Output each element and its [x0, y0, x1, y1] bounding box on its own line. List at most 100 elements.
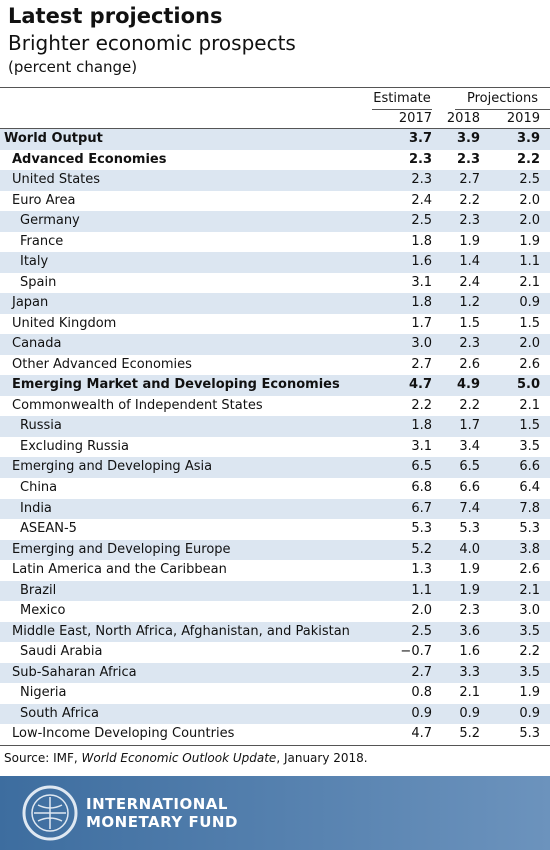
rule [0, 87, 550, 88]
cell-value: 2.1 [459, 685, 480, 701]
cell-value: 5.2 [459, 726, 480, 742]
cell-value: −0.7 [400, 644, 432, 660]
cell-value: 1.8 [411, 295, 432, 311]
cell-value: 2.6 [519, 562, 540, 578]
row-label: Germany [20, 213, 80, 229]
cell-value: 1.2 [459, 295, 480, 311]
cell-value: 3.7 [408, 131, 432, 146]
title: Latest projections [8, 4, 223, 28]
cell-value: 2.3 [459, 213, 480, 229]
cell-value: 2.0 [519, 213, 540, 229]
table-row: India 6.7 7.4 7.8 [0, 498, 550, 520]
table-row: Sub-Saharan Africa 2.7 3.3 3.5 [0, 662, 550, 684]
cell-value: 1.9 [459, 233, 480, 249]
table-row: Low-Income Developing Countries 4.7 5.2 5.3 [0, 724, 550, 745]
cell-value: 1.9 [459, 562, 480, 578]
row-label: China [20, 480, 58, 495]
cell-value: 2.2 [519, 644, 540, 660]
cell-value: 1.6 [459, 644, 480, 660]
cell-value: 1.1 [411, 582, 432, 598]
cell-value: 3.5 [519, 664, 540, 680]
cell-value: 2.3 [459, 336, 480, 352]
cell-value: 1.9 [519, 685, 540, 701]
cell-value: 3.0 [519, 603, 540, 619]
cell-value: 6.6 [459, 480, 480, 495]
row-label: Canada [12, 336, 62, 352]
table-row: Emerging and Developing Asia 6.5 6.5 6.6 [0, 457, 550, 478]
row-label: Excluding Russia [20, 438, 129, 454]
row-label: France [20, 233, 64, 249]
row-label: Nigeria [20, 685, 67, 701]
source-suffix: , January 2018. [276, 751, 368, 765]
row-label: Sub-Saharan Africa [12, 664, 137, 680]
cell-value: 2.2 [411, 397, 432, 413]
cell-value: 4.7 [411, 726, 432, 742]
cell-value: 3.6 [459, 623, 480, 639]
cell-value: 1.3 [411, 562, 432, 578]
table-row: France 1.8 1.9 1.9 [0, 232, 550, 253]
table-row: United Kingdom 1.7 1.5 1.5 [0, 314, 550, 335]
row-label: Emerging and Developing Asia [12, 459, 213, 475]
cell-value: 2.1 [519, 397, 540, 413]
org-name: MONETARY FUND [86, 813, 238, 831]
row-label: Latin America and the Caribbean [12, 562, 227, 578]
table-row: Spain 3.1 2.4 2.1 [0, 273, 550, 294]
cell-value: 1.4 [459, 254, 480, 270]
cell-value: 1.1 [519, 254, 540, 270]
table-row: Euro Area 2.4 2.2 2.0 [0, 191, 550, 212]
table-row: Middle East, North Africa, Afghanistan, … [0, 621, 550, 643]
cell-value: 1.8 [411, 233, 432, 249]
table-row: Commonwealth of Independent States 2.2 2.2… [0, 396, 550, 417]
cell-value: 2.7 [459, 172, 480, 188]
row-label: Emerging and Developing Europe [12, 541, 231, 557]
cell-value: 3.4 [459, 438, 480, 454]
table-row: Emerging and Developing Europe 5.2 4.0 3.8 [0, 539, 550, 561]
cell-value: 2.0 [411, 603, 432, 619]
imf-logo [22, 785, 78, 841]
cell-value: 2.3 [411, 172, 432, 188]
cell-value: 2.4 [411, 192, 432, 208]
cell-value: 2.5 [411, 623, 432, 639]
cell-value: 4.0 [459, 541, 480, 557]
row-label: India [20, 500, 52, 516]
row-label: United States [12, 172, 101, 188]
org-name: INTERNATIONAL [86, 795, 228, 813]
cell-value: 4.7 [408, 377, 432, 393]
cell-value: 5.3 [459, 521, 480, 537]
row-label: Other Advanced Economies [12, 356, 192, 372]
subtitle: Brighter economic prospects [8, 31, 296, 55]
row-label: United Kingdom [12, 315, 117, 331]
cell-value: 3.3 [459, 664, 480, 680]
cell-value: 3.9 [456, 131, 480, 146]
table-row: ASEAN-5 5.3 5.3 5.3 [0, 519, 550, 540]
cell-value: 0.9 [459, 705, 480, 721]
cell-value: 2.2 [459, 397, 480, 413]
cell-value: 5.3 [519, 726, 540, 742]
cell-value: 1.6 [411, 254, 432, 270]
cell-value: 2.5 [411, 213, 432, 229]
table-row: Excluding Russia 3.1 3.4 3.5 [0, 437, 550, 458]
table-row: Nigeria 0.8 2.1 1.9 [0, 683, 550, 704]
cell-value: 5.3 [519, 521, 540, 537]
cell-value: 2.2 [516, 151, 540, 167]
cell-value: 1.5 [519, 315, 540, 331]
table-row: Brazil 1.1 1.9 2.1 [0, 580, 550, 602]
cell-value: 1.9 [459, 582, 480, 598]
cell-value: 3.1 [411, 274, 432, 290]
cell-value: 7.4 [459, 500, 480, 516]
cell-value: 0.9 [519, 705, 540, 721]
cell-value: 2.3 [459, 603, 480, 619]
cell-value: 2.5 [519, 172, 540, 188]
row-label: Low-Income Developing Countries [12, 726, 235, 742]
table-row: Mexico 2.0 2.3 3.0 [0, 601, 550, 622]
column-header: 2018 [446, 111, 480, 126]
cell-value: 5.3 [411, 521, 432, 537]
cell-value: 6.5 [459, 459, 480, 475]
source-publication: World Economic Outlook Update [81, 751, 277, 765]
column-header: 2019 [506, 111, 540, 126]
cell-value: 1.7 [411, 315, 432, 331]
cell-value: 1.8 [411, 418, 432, 434]
table-row: Russia 1.8 1.7 1.5 [0, 416, 550, 437]
cell-value: 2.4 [459, 274, 480, 290]
table-row: Emerging Market and Developing Economies… [0, 375, 550, 396]
